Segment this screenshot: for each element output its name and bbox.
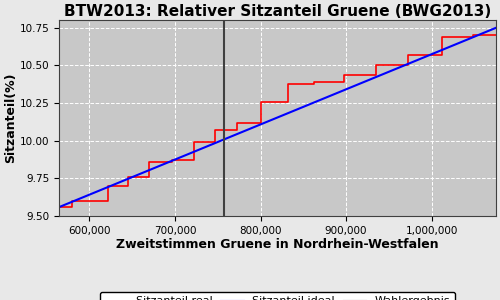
Sitzanteil real [234,128,239,132]
Sitzanteil real [146,160,152,164]
Sitzanteil ideal [264,120,270,124]
Sitzanteil real [70,205,75,209]
Sitzanteil real [439,35,445,39]
Title: BTW2013: Relativer Sitzanteil Gruene (BWG2013): BTW2013: Relativer Sitzanteil Gruene (BW… [64,4,491,19]
Sitzanteil real [404,64,410,67]
Sitzanteil real [212,128,218,132]
Sitzanteil real [258,100,264,103]
Line: Sitzanteil real: Sitzanteil real [60,35,496,207]
Sitzanteil real [340,80,346,84]
Sitzanteil real [439,53,445,57]
Sitzanteil real [310,82,316,85]
X-axis label: Zweitstimmen Gruene in Nordrhein-Westfalen: Zweitstimmen Gruene in Nordrhein-Westfal… [116,238,439,251]
Sitzanteil real [105,184,111,188]
Sitzanteil ideal [266,119,272,123]
Sitzanteil real [146,175,152,179]
Sitzanteil real [56,205,62,209]
Sitzanteil real [105,199,111,203]
Y-axis label: Sitzanteil(%): Sitzanteil(%) [4,73,17,164]
Sitzanteil real [404,53,410,57]
Sitzanteil real [191,158,197,162]
Sitzanteil real [70,199,75,203]
Sitzanteil real [125,184,131,188]
Sitzanteil real [258,121,264,124]
Sitzanteil real [493,34,499,37]
Sitzanteil real [373,64,379,67]
Sitzanteil real [191,140,197,144]
Sitzanteil real [470,34,476,37]
Sitzanteil real [285,82,291,85]
Sitzanteil real [373,73,379,76]
Sitzanteil ideal [414,58,420,62]
Sitzanteil ideal [316,99,322,102]
Sitzanteil real [470,35,476,39]
Sitzanteil real [310,80,316,84]
Sitzanteil real [285,100,291,103]
Legend: Sitzanteil real, Sitzanteil ideal, Wahlergebnis: Sitzanteil real, Sitzanteil ideal, Wahle… [100,292,455,300]
Sitzanteil real [212,140,218,144]
Line: Sitzanteil ideal: Sitzanteil ideal [60,28,496,207]
Sitzanteil real [125,175,131,179]
Sitzanteil ideal [482,30,488,34]
Sitzanteil ideal [493,26,499,30]
Sitzanteil ideal [56,205,62,209]
Sitzanteil real [340,73,346,76]
Sitzanteil ideal [292,108,298,112]
Sitzanteil real [170,160,175,164]
Sitzanteil real [170,158,175,162]
Sitzanteil real [234,121,239,124]
